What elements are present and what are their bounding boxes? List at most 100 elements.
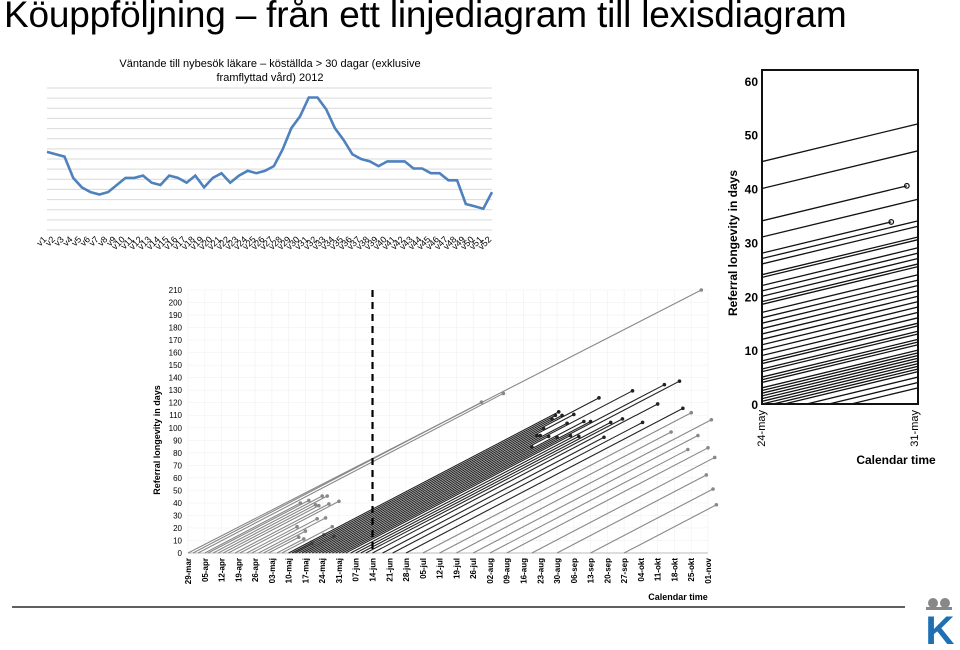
lexis-zoom-y-tick-label: 20 <box>745 290 759 304</box>
lexis-main-lifeline <box>325 435 549 554</box>
lexis-main-lifeline <box>556 474 707 554</box>
lexis-zoom-lifeline <box>772 368 919 405</box>
lexis-main-lifeline-endpoint <box>696 433 700 438</box>
lexis-zoom-lifeline <box>761 349 919 389</box>
lexis-main-x-tick-label: 24-maj <box>318 558 327 583</box>
lexis-zoom-y-tick-label: 60 <box>745 75 759 89</box>
lexis-diagram-main: 0 10 20 30 40 50 60 70 80 90 100 110 120 130 140 150 160… <box>152 286 719 602</box>
lexis-main-x-tick-label: 12-jul <box>436 558 445 579</box>
lexis-main-lifeline <box>246 526 298 554</box>
lexis-main-lifeline <box>332 421 585 554</box>
lexis-zoom-x-tick-label: 31-may <box>909 410 921 447</box>
lexis-main-lifeline-endpoint <box>553 413 558 418</box>
lexis-zoom-lifeline <box>761 352 919 392</box>
lexis-main-x-tick-label: 06-sep <box>570 558 579 583</box>
lexis-zoom-lifeline <box>761 185 908 222</box>
lexis-main-lifeline <box>345 435 571 554</box>
lexis-main-lifeline-endpoint <box>608 420 613 425</box>
lexis-zoom-y-tick-label: 0 <box>751 398 758 412</box>
lexis-main-lifeline-endpoint <box>568 433 573 438</box>
lexis-main-x-tick-label: 21-jun <box>385 558 394 582</box>
lexis-main-lifeline <box>360 421 611 554</box>
lexis-main-lifeline <box>623 504 717 554</box>
lexis-main-x-tick-label: 18-okt <box>670 558 679 582</box>
lexis-main-x-tick-label: 19-apr <box>234 558 243 582</box>
line-chart-x-ticks: v1v2v3v4v5v6v7v8v9v10v11v12v13v14v15v16v… <box>35 234 494 251</box>
lexis-zoom-x-label: Calendar time <box>856 453 936 467</box>
lexis-main-y-tick-label: 90 <box>173 436 182 445</box>
line-chart-series-line <box>46 96 494 211</box>
lexis-zoom-lifeline <box>761 357 919 397</box>
lexis-main-lifeline <box>489 449 689 554</box>
lexis-main-lifeline <box>212 495 323 554</box>
lexis-zoom-lifeline-endpoint <box>903 182 910 189</box>
lexis-main-x-tick-label: 03-maj <box>268 558 277 583</box>
lexis-zoom-lifeline <box>761 317 919 357</box>
lexis-main-lifeline <box>268 536 299 554</box>
lexis-zoom-lifeline <box>761 220 919 260</box>
lexis-zoom-lifeline <box>761 354 919 394</box>
lexis-main-lifeline-endpoint <box>630 389 635 393</box>
lexis-main-x-tick-label: 29-mar <box>184 558 193 584</box>
lexis-main-lifeline-endpoint <box>577 434 581 439</box>
lexis-main-lifeline-endpoint <box>681 406 685 411</box>
lexis-main-x-tick-label: 19-jul <box>452 558 461 579</box>
lexis-main-lifeline-endpoint <box>337 499 341 504</box>
lexis-zoom-x-tick-label: 24-may <box>756 410 768 447</box>
lexis-main-y-tick-label: 130 <box>169 386 183 395</box>
lexis-zoom-lifeline <box>761 247 919 287</box>
lexis-main-lifeline-endpoint <box>662 382 667 387</box>
lexis-main-lifeline-endpoint <box>582 419 586 424</box>
lexis-main-lifeline-endpoint <box>655 402 660 406</box>
lexis-zoom-y-tick-label: 40 <box>745 183 759 197</box>
line-chart-title-line-1: Väntande till nybesök läkare – köställda… <box>119 58 420 70</box>
lexis-main-y-tick-label: 120 <box>169 399 183 408</box>
lexis-main-y-tick-label: 30 <box>173 511 182 520</box>
crown-icon <box>926 598 952 610</box>
lexis-zoom-lifeline <box>761 295 919 335</box>
lexis-main-x-tick-label: 01-nov <box>704 557 713 583</box>
lexis-zoom-lifeline <box>761 265 919 305</box>
lexis-zoom-lifeline <box>761 236 919 276</box>
lexis-main-lifeline <box>439 431 672 554</box>
lexis-main-lifeline-endpoint <box>556 410 561 414</box>
lexis-zoom-lifeline <box>761 284 919 324</box>
lexis-main-lifeline-endpoint <box>295 524 299 529</box>
lexis-zoom-lifeline <box>761 344 919 384</box>
lexis-main-lifeline-endpoint <box>306 498 311 503</box>
lexis-main-lifeline <box>405 407 684 554</box>
lexis-main-x-label: Calendar time <box>648 592 708 602</box>
lexis-main-lifeline-endpoint <box>315 517 319 521</box>
lexis-main-y-tick-label: 140 <box>169 374 183 383</box>
lexis-zoom-lifeline <box>761 365 919 405</box>
lexis-main-y-tick-label: 150 <box>169 361 183 370</box>
lexis-main-lifeline <box>288 411 559 554</box>
lexis-zoom-lifeline <box>828 381 919 405</box>
lexis-main-y-tick-label: 50 <box>173 486 182 495</box>
lexis-main-y-label: Referral longevity in days <box>152 385 162 495</box>
lexis-main-x-tick-label: 26-apr <box>251 558 260 582</box>
line-chart: Väntande till nybesök läkare – köställda… <box>35 58 494 252</box>
lexis-main-y-tick-label: 60 <box>173 474 182 483</box>
lexis-main-lifeline <box>315 435 541 554</box>
lexis-zoom-lifeline-endpoint <box>888 219 895 225</box>
lexis-main-lifeline-endpoint <box>323 516 328 520</box>
lexis-main-x-tick-label: 05-apr <box>201 558 210 582</box>
line-chart-title-line-2: framflyttad vård) 2012 <box>217 72 324 84</box>
lexis-zoom-lifeline <box>761 362 919 402</box>
lexis-main-lifeline <box>382 436 605 554</box>
lexis-main-lifeline-endpoint <box>572 412 576 417</box>
lexis-zoom-y-tick-label: 10 <box>745 344 759 358</box>
lexis-zoom-lifelines <box>761 123 919 405</box>
lexis-zoom-lifeline <box>761 360 919 400</box>
lexis-zoom-lifeline <box>761 325 919 365</box>
lexis-main-lifeline-endpoint <box>711 487 715 491</box>
lexis-main-y-tick-label: 110 <box>169 411 182 420</box>
lexis-main-lifeline-endpoint <box>313 502 318 507</box>
lexis-zoom-lifeline <box>761 150 919 190</box>
lexis-main-lifeline <box>350 380 680 554</box>
lexis-main-lifeline <box>365 418 623 554</box>
lexis-main-lifeline-endpoint <box>706 446 710 450</box>
lexis-main-x-tick-label: 26-jul <box>469 558 478 579</box>
lexis-main-y-tick-label: 10 <box>173 536 182 545</box>
